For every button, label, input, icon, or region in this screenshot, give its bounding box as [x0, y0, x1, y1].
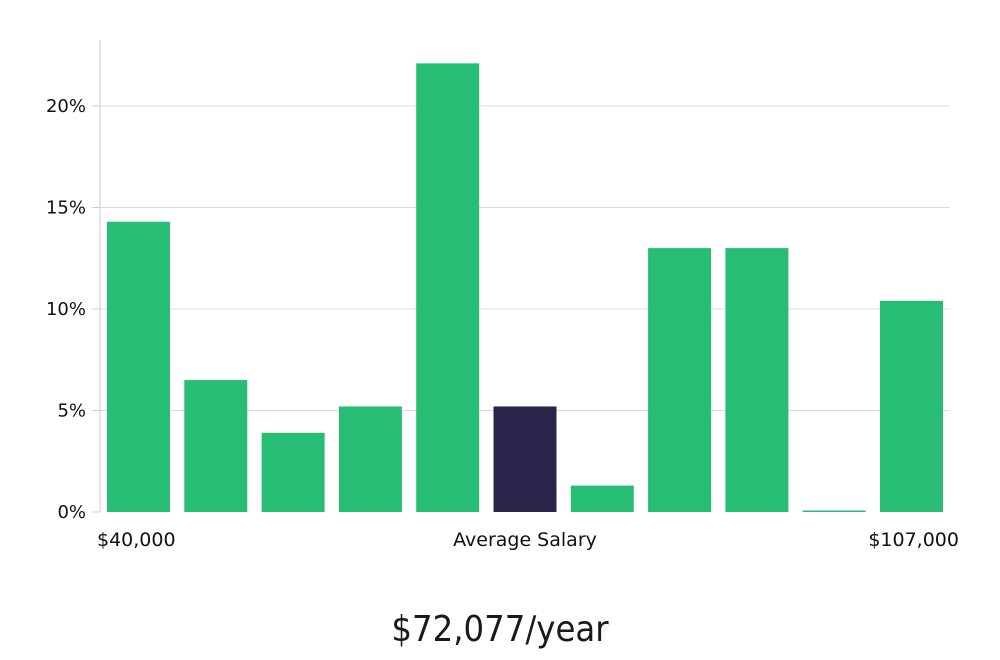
- bar: [725, 248, 789, 512]
- x-label-max-salary: $107,000: [868, 529, 959, 551]
- y-tick-label: 20%: [46, 96, 86, 117]
- bar: [802, 510, 866, 512]
- bar: [338, 406, 402, 512]
- bar: [261, 432, 325, 512]
- bar: [107, 221, 170, 512]
- average-salary-value: $72,077/year: [391, 609, 609, 650]
- bar: [648, 248, 712, 512]
- bar: [416, 63, 480, 513]
- x-label-average-salary: Average Salary: [453, 529, 597, 551]
- bar: [184, 380, 248, 512]
- y-tick-label: 15%: [46, 198, 86, 219]
- y-tick-label: 10%: [46, 299, 86, 320]
- y-tick-label: 0%: [57, 502, 86, 523]
- y-tick-label: 5%: [57, 401, 86, 422]
- x-label-min-salary: $40,000: [97, 529, 176, 551]
- bar: [570, 485, 634, 512]
- bar: [880, 300, 943, 512]
- bar-average-salary: [493, 406, 557, 512]
- salary-histogram-chart: 0% 5% 10% 15% 20%: [46, 40, 950, 523]
